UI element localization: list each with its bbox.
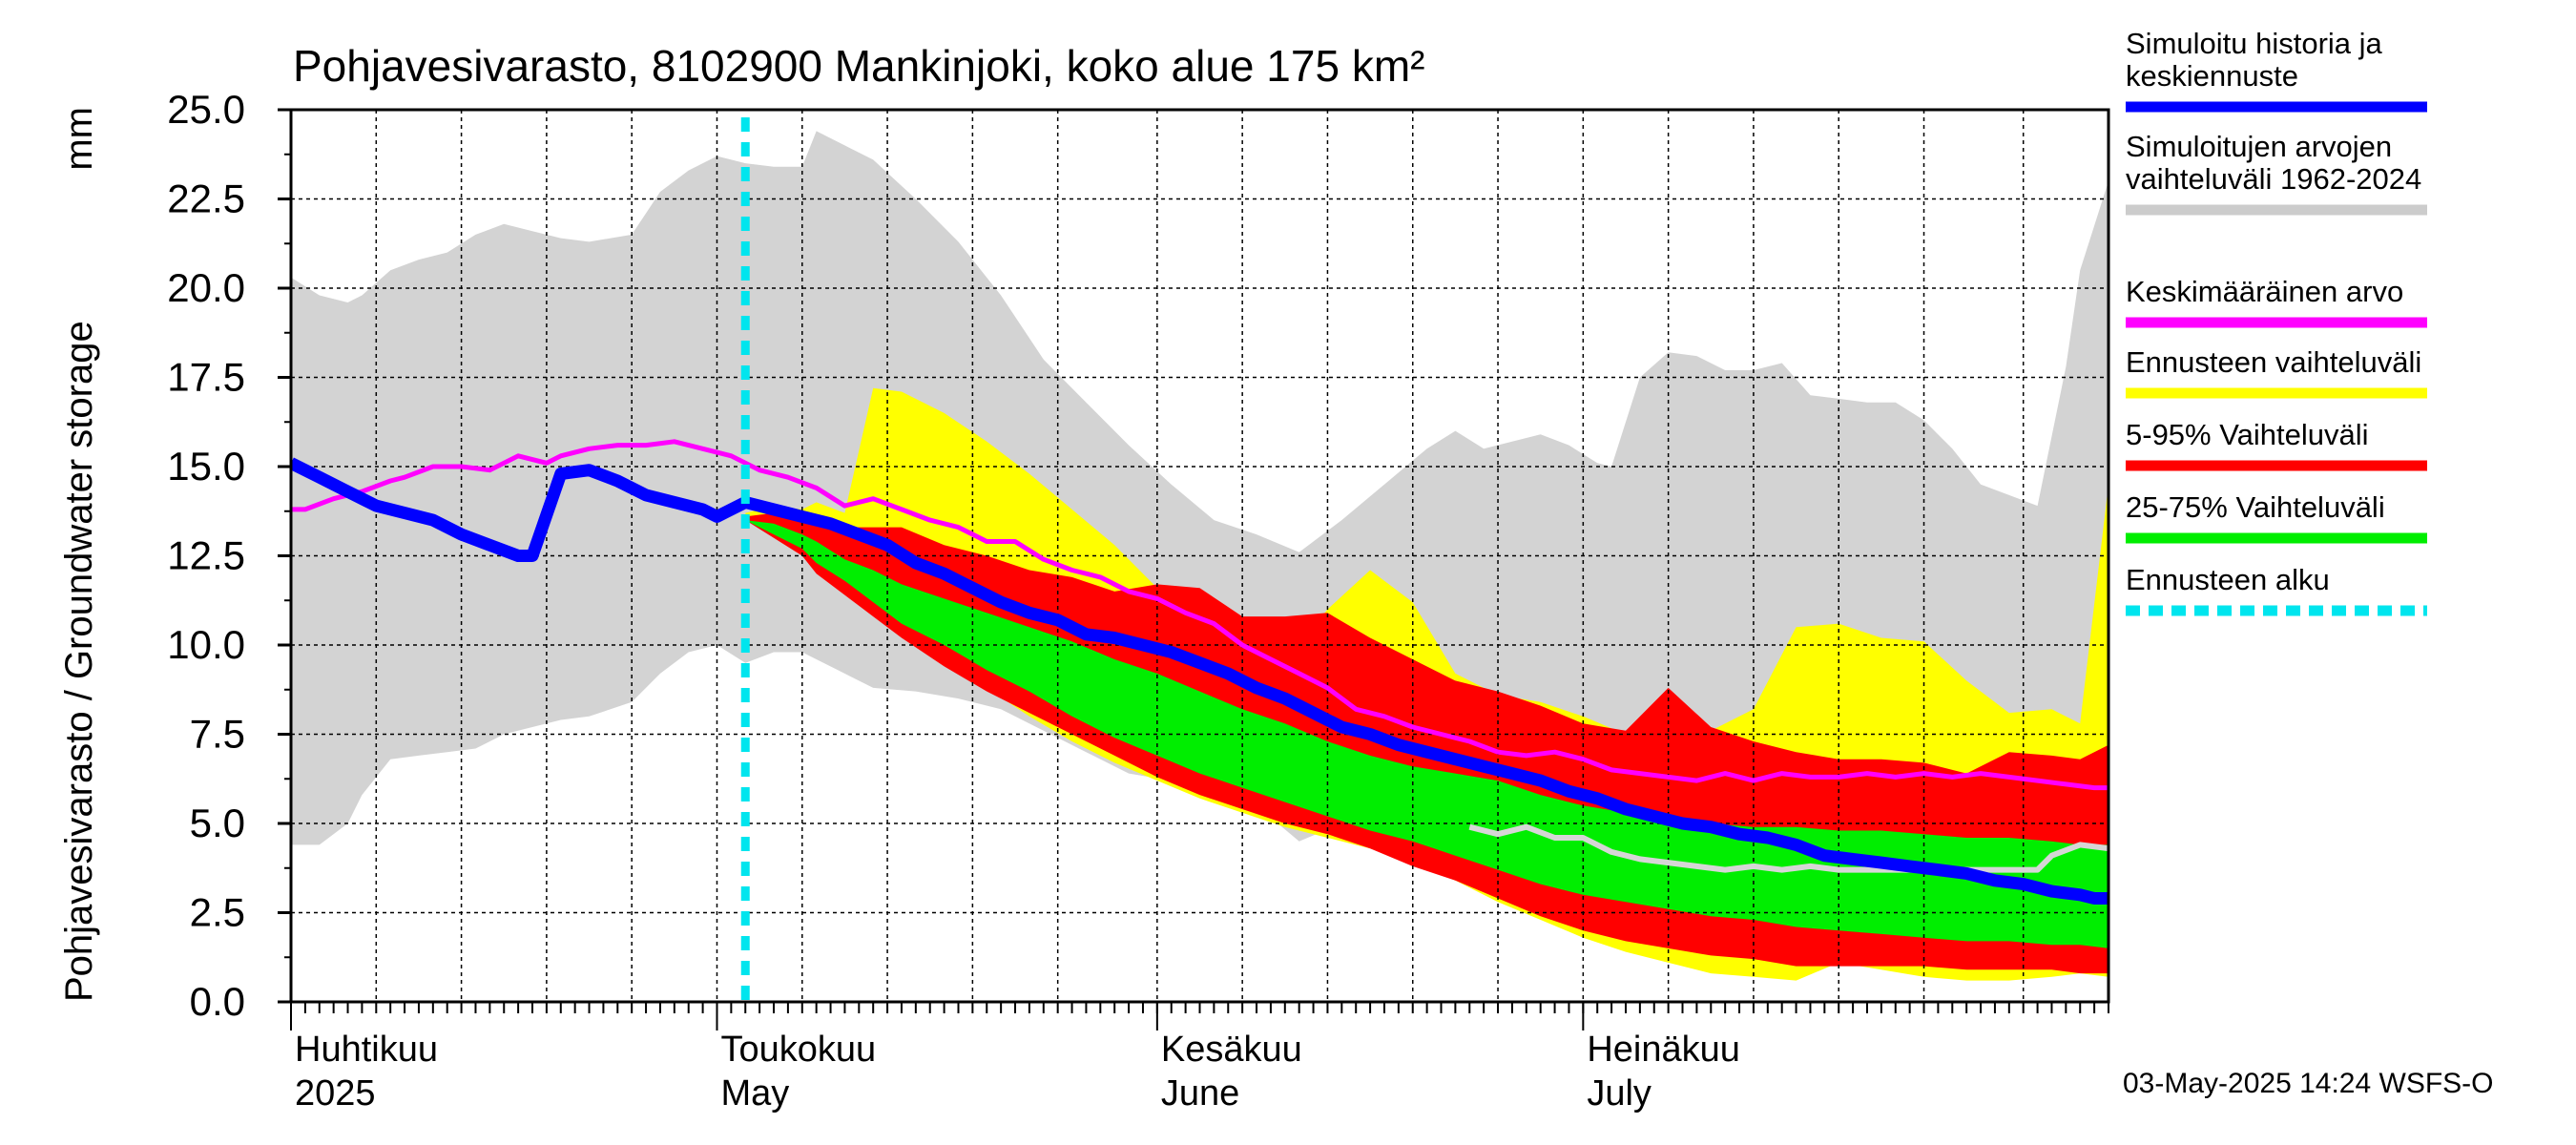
chart-grid <box>290 110 2109 1002</box>
legend-label: Keskimääräinen arvo <box>2126 275 2403 308</box>
y-tick-label: 20.0 <box>167 265 245 310</box>
y-axis: 0.0 2.5 5.0 7.5 10.0 12.5 15.0 17.5 20.0 22.5 25.0 <box>167 87 291 1024</box>
y-tick-label: 22.5 <box>167 177 245 221</box>
legend-label: Ennusteen alku <box>2126 563 2330 596</box>
timestamp-footer: 03-May-2025 14:24 WSFS-O <box>2123 1068 2494 1099</box>
y-tick-label: 15.0 <box>167 444 245 489</box>
legend-label: Simuloitu historia ja <box>2126 27 2383 60</box>
month-sublabel: July <box>1587 1073 1652 1114</box>
legend-label: vaihteluväli 1962-2024 <box>2126 162 2421 196</box>
legend-label: 5-95% Vaihteluväli <box>2126 418 2368 451</box>
legend-item-5-95-vaihteluvali: 5-95% Vaihteluväli <box>2126 418 2427 471</box>
y-tick-label: 5.0 <box>190 801 245 845</box>
y-tick-label: 7.5 <box>190 712 245 757</box>
legend-item-ennusteen-vaihteluvali: Ennusteen vaihteluväli <box>2126 345 2427 399</box>
legend-label: Ennusteen vaihteluväli <box>2126 345 2421 379</box>
y-tick-label: 25.0 <box>167 87 245 132</box>
legend-label: keskiennuste <box>2126 59 2298 93</box>
y-tick-label: 0.0 <box>190 979 245 1024</box>
legend-item-ennusteen-alku: Ennusteen alku <box>2126 563 2427 616</box>
month-label: Heinäkuu <box>1587 1030 1740 1070</box>
y-axis-unit: mm <box>58 107 100 171</box>
y-axis-label: Pohjavesivarasto / Groundwater storage <box>58 321 100 1002</box>
legend-item-keskimaarainen-arvo: Keskimääräinen arvo <box>2126 275 2427 328</box>
month-sublabel: 2025 <box>295 1073 376 1114</box>
legend-item-25-75-vaihteluvali: 25-75% Vaihteluväli <box>2126 490 2427 544</box>
x-axis-ticks <box>290 1002 2109 1030</box>
line-simuloitu-historia-ja-keskiennuste <box>291 457 2109 905</box>
line-simuloitu-historia-light-grey <box>1468 823 2109 873</box>
line-keskimaarainen-arvo <box>291 439 2109 791</box>
y-tick-label: 2.5 <box>190 890 245 935</box>
month-label: Toukokuu <box>720 1030 876 1070</box>
y-tick-label: 12.5 <box>167 533 245 578</box>
y-tick-label: 10.0 <box>167 622 245 667</box>
chart-legend: Simuloitu historia jakeskiennusteSimuloi… <box>2126 27 2427 616</box>
month-sublabel: May <box>720 1073 789 1114</box>
chart-lines <box>291 439 2109 905</box>
month-label: Huhtikuu <box>295 1030 438 1070</box>
legend-label: Simuloitujen arvojen <box>2126 130 2392 163</box>
chart-title: Pohjavesivarasto, 8102900 Mankinjoki, ko… <box>293 41 1424 91</box>
legend-label: 25-75% Vaihteluväli <box>2126 490 2385 524</box>
y-tick-label: 17.5 <box>167 355 245 400</box>
month-label: Kesäkuu <box>1161 1030 1302 1070</box>
month-sublabel: June <box>1161 1073 1239 1114</box>
